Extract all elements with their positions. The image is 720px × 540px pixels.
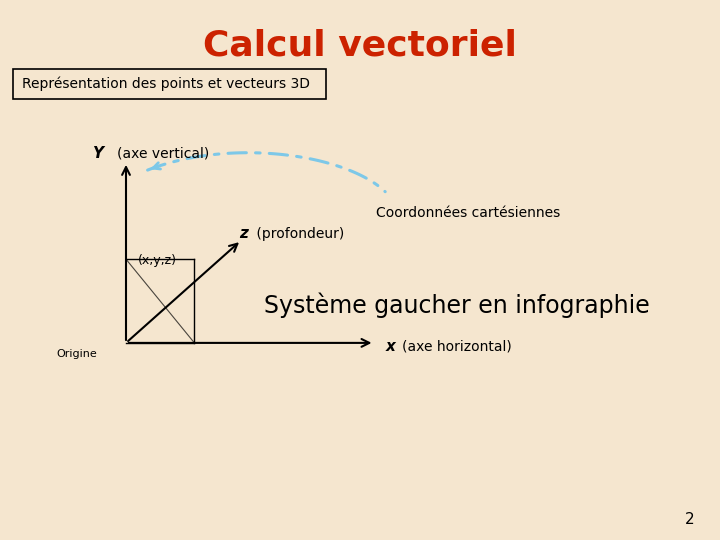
Text: z: z (240, 226, 248, 241)
Text: x: x (385, 339, 395, 354)
Text: (x,y,z): (x,y,z) (138, 254, 176, 267)
Text: Origine: Origine (56, 349, 96, 359)
Text: (axe vertical): (axe vertical) (117, 147, 209, 161)
Text: Système gaucher en infographie: Système gaucher en infographie (264, 292, 650, 318)
Text: (axe horizontal): (axe horizontal) (402, 340, 511, 354)
Text: 2: 2 (685, 511, 695, 526)
Text: Calcul vectoriel: Calcul vectoriel (203, 29, 517, 63)
Text: Coordonnées cartésiennes: Coordonnées cartésiennes (376, 206, 560, 220)
Text: Représentation des points et vecteurs 3D: Représentation des points et vecteurs 3D (22, 77, 310, 91)
Text: (profondeur): (profondeur) (252, 227, 344, 241)
Text: Y: Y (91, 146, 103, 161)
